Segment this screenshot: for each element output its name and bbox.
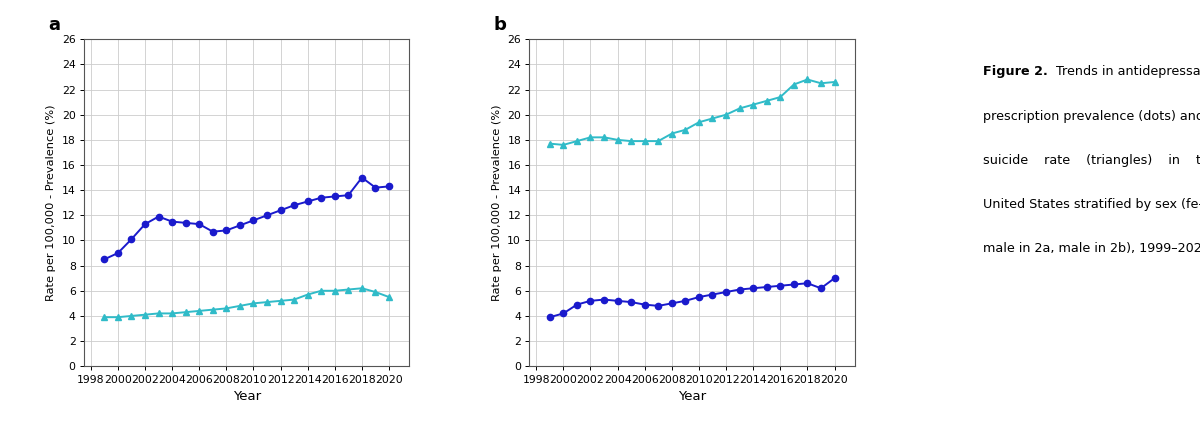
Text: Figure 2.: Figure 2. [983, 65, 1048, 78]
Text: prescription prevalence (dots) and: prescription prevalence (dots) and [983, 109, 1200, 123]
Text: a: a [48, 16, 60, 34]
Text: b: b [493, 16, 506, 34]
Text: Trends in antidepressant: Trends in antidepressant [1051, 65, 1200, 78]
X-axis label: Year: Year [233, 390, 260, 403]
X-axis label: Year: Year [678, 390, 707, 403]
Y-axis label: Rate per 100,000 - Prevalence (%): Rate per 100,000 - Prevalence (%) [47, 105, 56, 301]
Y-axis label: Rate per 100,000 - Prevalence (%): Rate per 100,000 - Prevalence (%) [492, 105, 502, 301]
Text: United States stratified by sex (fe-: United States stratified by sex (fe- [983, 198, 1200, 211]
Text: male in 2a, male in 2b), 1999–2020.: male in 2a, male in 2b), 1999–2020. [983, 242, 1200, 255]
Text: suicide    rate    (triangles)    in    the: suicide rate (triangles) in the [983, 153, 1200, 167]
